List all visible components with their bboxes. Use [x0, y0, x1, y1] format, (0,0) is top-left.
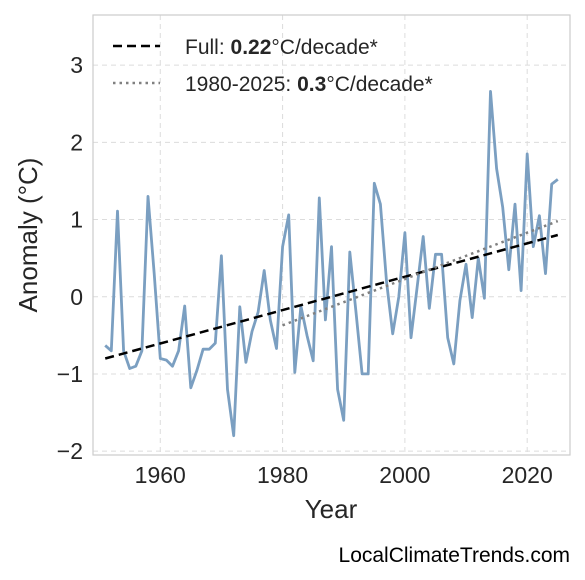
y-tick-label: 3	[70, 52, 83, 78]
legend: Full: 0.22°C/decade* 1980-2025: 0.3°C/de…	[113, 36, 433, 96]
x-axis-ticks: 1960 1980 2000 2020	[135, 462, 553, 488]
grid	[93, 15, 570, 455]
x-axis-label: Year	[305, 494, 358, 524]
x-tick-label: 1960	[135, 462, 186, 488]
legend-label-recent: 1980-2025: 0.3°C/decade*	[185, 73, 433, 96]
x-tick-label: 2020	[502, 462, 553, 488]
y-axis-ticks: −2 −1 0 1 2 3	[57, 52, 83, 464]
anomaly-series-line	[104, 90, 559, 438]
y-axis-label: Anomaly (°C)	[13, 158, 43, 313]
plot-frame	[92, 14, 571, 456]
x-tick-label: 2000	[379, 462, 430, 488]
y-tick-label: −1	[57, 361, 83, 387]
y-tick-label: 0	[70, 284, 83, 310]
y-tick-label: −2	[57, 438, 83, 464]
legend-label-full: Full: 0.22°C/decade*	[185, 36, 378, 59]
full-trend-line	[104, 233, 559, 360]
source-credit: LocalClimateTrends.com	[338, 544, 570, 567]
y-tick-label: 1	[70, 207, 83, 233]
x-tick-label: 1980	[257, 462, 308, 488]
y-tick-label: 2	[70, 129, 83, 155]
